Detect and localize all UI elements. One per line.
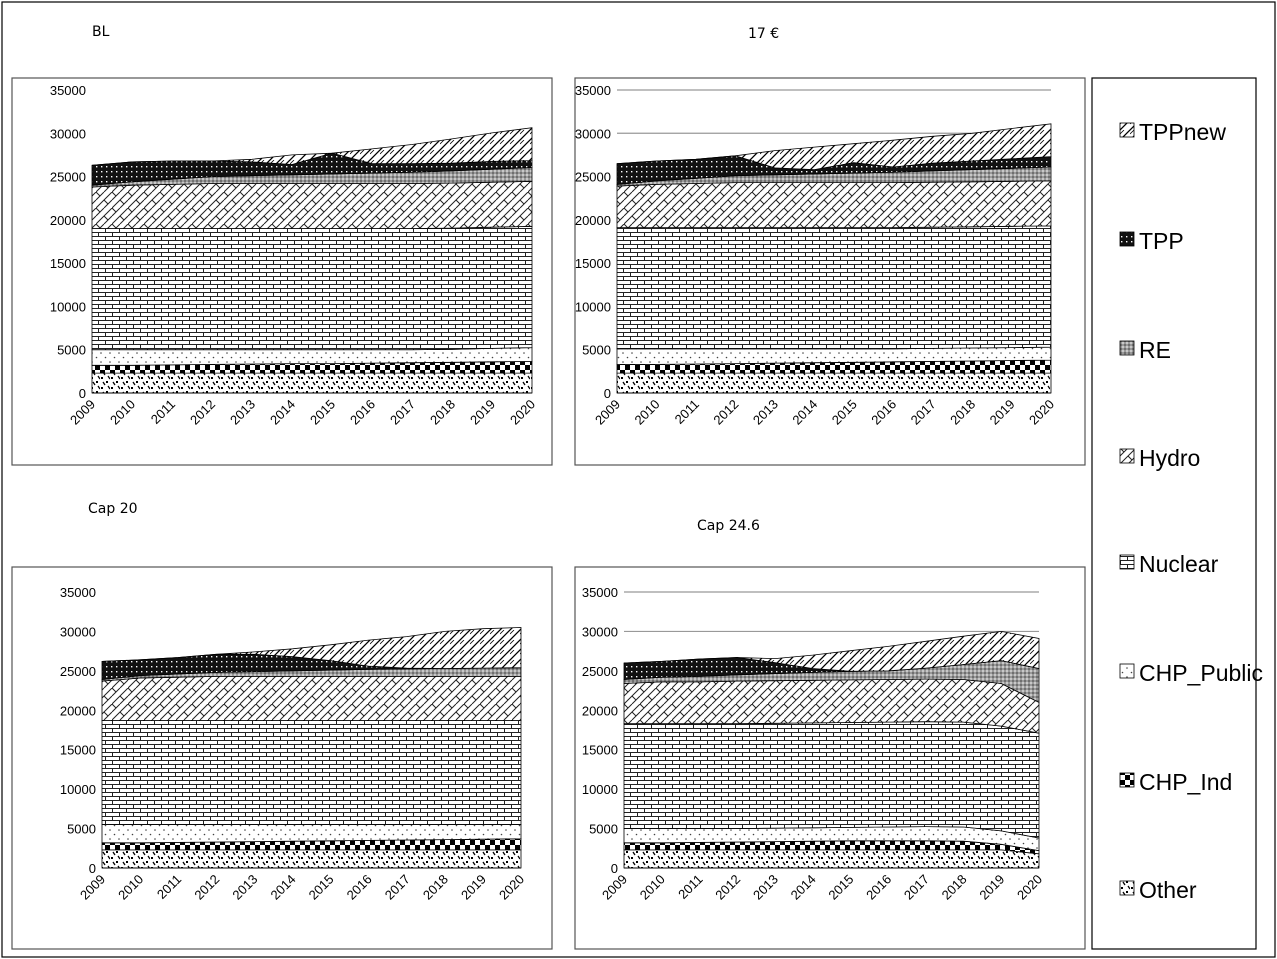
y-tick-label: 10000 — [575, 299, 611, 314]
legend-label-tpp: TPP — [1139, 228, 1184, 254]
y-tick-label: 15000 — [582, 743, 618, 758]
area-hydro — [616, 180, 1052, 228]
y-tick-label: 35000 — [575, 83, 611, 98]
y-tick-label: 5000 — [67, 822, 96, 837]
y-tick-label: 30000 — [50, 126, 86, 141]
legend-swatch-tppnew — [1119, 122, 1135, 138]
y-tick-label: 30000 — [575, 126, 611, 141]
area-tppnew — [616, 123, 1052, 171]
area-tppnew — [623, 630, 1040, 672]
y-tick-label: 5000 — [589, 822, 618, 837]
legend-swatch-other — [1119, 880, 1135, 896]
area-nuclear — [91, 225, 533, 351]
legend-label-hydro: Hydro — [1139, 445, 1200, 471]
y-tick-label: 5000 — [582, 343, 611, 358]
legend-swatch-re — [1119, 340, 1135, 356]
area-tppnew — [91, 127, 533, 166]
legend-box — [1091, 77, 1257, 950]
y-tick-label: 15000 — [575, 256, 611, 271]
panel-title-cap246: Cap 24.6 — [697, 518, 760, 534]
y-tick-label: 30000 — [60, 624, 96, 639]
area-other — [623, 849, 1040, 869]
y-tick-label: 10000 — [60, 782, 96, 797]
y-tick-label: 20000 — [50, 213, 86, 228]
area-nuclear — [623, 721, 1040, 839]
y-tick-label: 0 — [604, 386, 611, 401]
legend-label-tppnew: TPPnew — [1139, 119, 1226, 145]
area-other — [101, 849, 522, 869]
y-tick-label: 15000 — [60, 743, 96, 758]
legend-swatch-hydro — [1119, 448, 1135, 464]
y-tick-label: 20000 — [575, 213, 611, 228]
legend-label-chp-public: CHP_Public — [1139, 660, 1263, 686]
legend-label-nuclear: Nuclear — [1139, 551, 1219, 577]
panel-title-bl: BL — [92, 24, 110, 40]
y-tick-label: 10000 — [582, 782, 618, 797]
legend-swatch-chp-ind — [1119, 772, 1135, 788]
y-tick-label: 0 — [89, 861, 96, 876]
area-other — [616, 372, 1052, 394]
legend: TPPnew TPP RE Hydro Nuclear CHP_Public CHP_Ind… — [1091, 77, 1263, 950]
legend-swatch-chp-public — [1119, 663, 1135, 679]
area-hydro — [101, 676, 522, 721]
y-tick-label: 25000 — [575, 170, 611, 185]
y-tick-label: 35000 — [50, 83, 86, 98]
area-other — [91, 372, 533, 394]
y-tick-label: 35000 — [582, 585, 618, 600]
legend-label-other: Other — [1139, 877, 1197, 903]
legend-label-chp-ind: CHP_Ind — [1139, 769, 1232, 795]
y-tick-label: 20000 — [60, 703, 96, 718]
area-nuclear — [101, 720, 522, 825]
area-nuclear — [616, 225, 1052, 350]
panel-title-17eur: 17 € — [748, 26, 779, 42]
y-tick-label: 25000 — [60, 664, 96, 679]
y-tick-label: 0 — [79, 386, 86, 401]
y-tick-label: 30000 — [582, 624, 618, 639]
y-tick-label: 35000 — [60, 585, 96, 600]
y-tick-label: 25000 — [582, 664, 618, 679]
area-hydro — [91, 180, 533, 229]
panel-title-cap20: Cap 20 — [88, 501, 138, 517]
y-tick-label: 25000 — [50, 170, 86, 185]
y-tick-label: 10000 — [50, 299, 86, 314]
legend-swatch-tpp — [1119, 231, 1135, 247]
legend-label-re: RE — [1139, 337, 1171, 363]
area-tppnew — [101, 627, 522, 669]
y-tick-label: 15000 — [50, 256, 86, 271]
y-tick-label: 0 — [611, 861, 618, 876]
legend-swatch-nuclear — [1119, 554, 1135, 570]
y-tick-label: 20000 — [582, 703, 618, 718]
y-tick-label: 5000 — [57, 343, 86, 358]
